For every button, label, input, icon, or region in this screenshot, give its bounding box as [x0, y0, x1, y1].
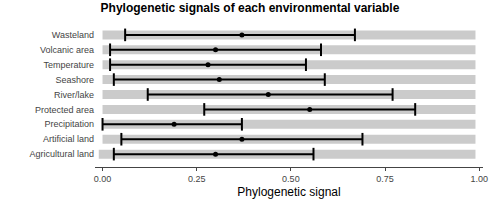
svg-text:Wasteland: Wasteland — [52, 30, 94, 40]
svg-text:0.50: 0.50 — [282, 174, 300, 184]
svg-text:0.75: 0.75 — [376, 174, 394, 184]
svg-text:0.25: 0.25 — [188, 174, 206, 184]
svg-text:1.00: 1.00 — [470, 174, 488, 184]
svg-text:Seashore: Seashore — [55, 75, 94, 85]
svg-text:River/lake: River/lake — [54, 90, 94, 100]
svg-text:Phylogenetic signals of each e: Phylogenetic signals of each environment… — [101, 1, 400, 15]
svg-text:Phylogenetic signal: Phylogenetic signal — [237, 185, 340, 199]
svg-text:Volcanic area: Volcanic area — [40, 45, 94, 55]
svg-text:Temperature: Temperature — [43, 60, 94, 70]
svg-text:Protected area: Protected area — [35, 105, 94, 115]
svg-text:Artificial land: Artificial land — [43, 134, 94, 144]
svg-text:Precipitation: Precipitation — [44, 119, 94, 129]
svg-text:0.00: 0.00 — [94, 174, 112, 184]
svg-text:Agricultural land: Agricultural land — [29, 149, 94, 159]
